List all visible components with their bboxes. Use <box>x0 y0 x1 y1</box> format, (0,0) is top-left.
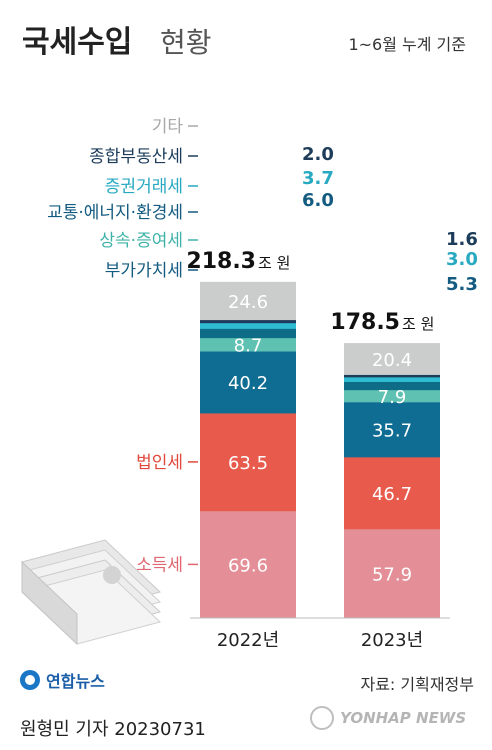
bar-segment <box>344 401 440 458</box>
series-name-label: 법인세 <box>136 453 183 473</box>
bar-value-label: 3.7 <box>302 168 334 189</box>
bar-segment <box>344 374 440 378</box>
series-name-label: 증권거래세 <box>105 177 183 197</box>
bar-value-label: 20.4 <box>372 350 412 371</box>
bar-segment <box>200 510 296 619</box>
bar-value-label: 24.6 <box>228 292 268 313</box>
bar-value-label: 2.0 <box>302 144 334 165</box>
total-value-label: 218.3 <box>186 249 256 274</box>
total-value-label: 178.5 <box>330 310 400 335</box>
yonhap-logo-icon <box>20 670 40 690</box>
source-text: 자료: 기획재정부 <box>360 675 474 694</box>
bar-segment <box>200 413 296 512</box>
bar-segment <box>200 281 296 321</box>
series-name-label: 종합부동산세 <box>89 147 183 167</box>
bar-segment <box>200 322 296 329</box>
total-unit-label: 조 원 <box>402 315 434 333</box>
series-name-label: 기타 <box>152 117 184 137</box>
bar-value-label: 69.6 <box>228 555 268 576</box>
bar-segment <box>200 319 296 324</box>
bar-segment <box>344 456 440 530</box>
bar-segment <box>200 351 296 414</box>
total-unit-label: 조 원 <box>258 254 290 272</box>
bar-value-label: 3.0 <box>446 249 478 270</box>
chart-title-suffix: 현황 <box>160 26 212 59</box>
bar-value-label: 40.2 <box>228 373 268 394</box>
brand-logo: 연합뉴스 <box>20 668 105 692</box>
series-name-label: 상속·증여세 <box>99 231 183 251</box>
category-label: 2022년 <box>217 630 279 651</box>
bar-segment <box>344 389 440 403</box>
watermark: YONHAP NEWS <box>310 706 466 730</box>
bar-segment <box>344 376 440 383</box>
chart-subtitle: 1~6월 누계 기준 <box>348 35 466 54</box>
bar-value-label: 5.3 <box>446 274 478 295</box>
bar-segment <box>344 381 440 391</box>
bar-segment <box>200 328 296 339</box>
bar-value-label: 63.5 <box>228 453 268 474</box>
watermark-icon <box>310 706 334 730</box>
credit-text: 원형민 기자 20230731 <box>20 719 206 740</box>
money-stack-image <box>21 539 161 646</box>
series-name-label: 교통·에너지·환경세 <box>47 203 183 223</box>
brand-name: 연합뉴스 <box>46 672 105 691</box>
bars-group <box>190 281 450 619</box>
bar-value-label: 6.0 <box>302 190 334 211</box>
watermark-text: YONHAP NEWS <box>340 709 467 727</box>
series-name-label: 부가가치세 <box>105 261 183 281</box>
bar-value-label: 1.6 <box>446 229 478 250</box>
bar-value-label: 35.7 <box>372 420 412 441</box>
bar-value-label: 7.9 <box>378 387 407 408</box>
category-label: 2023년 <box>361 630 423 651</box>
bar-segment <box>344 528 440 619</box>
series-name-label: 소득세 <box>136 555 183 575</box>
bar-segment <box>200 337 296 352</box>
bar-segment <box>344 343 440 375</box>
bar-value-label: 57.9 <box>372 564 412 585</box>
bar-value-label: 46.7 <box>372 484 412 505</box>
bar-value-label: 8.7 <box>234 335 263 356</box>
chart-title: 국세수입 <box>22 25 132 60</box>
